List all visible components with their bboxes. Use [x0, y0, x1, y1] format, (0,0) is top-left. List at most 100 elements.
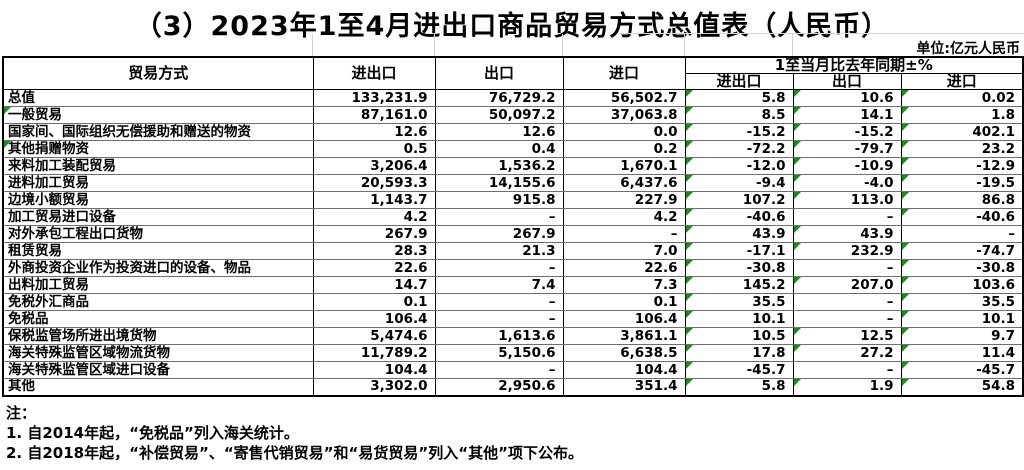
table-row: 加工贸易进口设备 4.2–4.2 -40.6– -40.6: [2, 208, 1024, 226]
flag-triangle-icon: [902, 260, 909, 267]
flag-triangle-icon: [794, 175, 801, 182]
footnote-item: 2. 自2018年起，“补偿贸易”、“寄售代销贸易”和“易货贸易”列入“其他”项…: [6, 444, 583, 462]
table-row: 海关特殊监管区域进口设备 104.4–104.4 -45.7– -45.7: [2, 361, 1024, 379]
col-header-yoy-export: 出口: [792, 73, 902, 90]
trade-mode-cell: 免税外汇商品: [2, 293, 314, 311]
trade-mode-cell: 海关特殊监管区域物流货物: [2, 344, 314, 362]
value-cell: 104.4: [562, 361, 686, 379]
value-cell: 35.5: [684, 293, 794, 311]
value-cell: 22.6: [312, 259, 436, 277]
value-cell: 1.9: [792, 378, 902, 396]
table-row: 其他捐赠物资 0.5 0.4 0.2 -72.2 -79.7 23.2: [2, 140, 1024, 158]
flag-triangle-icon: [686, 362, 693, 369]
flag-triangle-icon: [902, 294, 909, 301]
col-header-trade-mode: 贸易方式: [2, 56, 314, 90]
flag-triangle-icon: [686, 328, 693, 335]
value-cell: –: [792, 208, 902, 226]
value-cell: 133,231.9: [312, 89, 436, 107]
value-cell: –: [792, 293, 902, 311]
value-cell: 86.8: [900, 191, 1024, 209]
value-cell: -72.2: [684, 140, 794, 158]
trade-mode-cell: 一般贸易: [2, 106, 314, 124]
value-cell: 35.5: [900, 293, 1024, 311]
value-cell: 1.8: [900, 106, 1024, 124]
flag-triangle-icon: [902, 345, 909, 352]
flag-triangle-icon: [686, 175, 693, 182]
value-cell: 3,206.4: [312, 157, 436, 175]
table-row: 边境小额贸易 1,143.7 915.8 227.9 107.2 113.0 86.8: [2, 191, 1024, 209]
flag-triangle-icon: [902, 379, 909, 386]
faint-gridline: [312, 34, 313, 56]
table-row: 免税外汇商品 0.1–0.1 35.5–35.5: [2, 293, 1024, 311]
flag-triangle-icon: [902, 362, 909, 369]
table-row: 总值 133,231.9 76,729.2 56,502.7 5.8 10.6 0.02: [2, 89, 1024, 107]
value-cell: –: [792, 310, 902, 328]
trade-mode-cell: 租赁贸易: [2, 242, 314, 260]
value-cell: 56,502.7: [562, 89, 686, 107]
value-cell: 0.5: [312, 140, 436, 158]
value-cell: -17.1: [684, 242, 794, 260]
value-cell: 21.3: [434, 242, 564, 260]
value-cell: -45.7: [900, 361, 1024, 379]
flag-triangle-icon: [4, 107, 11, 114]
value-cell: –: [434, 293, 564, 311]
value-cell: 27.2: [792, 344, 902, 362]
flag-triangle-icon: [686, 379, 693, 386]
trade-mode-cell: 出料加工贸易: [2, 276, 314, 294]
value-cell: –: [792, 259, 902, 277]
value-cell: 0.2: [562, 140, 686, 158]
value-cell: –: [900, 225, 1024, 243]
value-cell: 12.6: [434, 123, 564, 141]
value-cell: 103.6: [900, 276, 1024, 294]
flag-triangle-icon: [794, 107, 801, 114]
flag-triangle-icon: [794, 345, 801, 352]
value-cell: 6,437.6: [562, 174, 686, 192]
value-cell: 267.9: [312, 225, 436, 243]
value-cell: -19.5: [900, 174, 1024, 192]
table-row: 租赁贸易 28.3 21.3 7.0 -17.1 232.9 -74.7: [2, 242, 1024, 260]
value-cell: 5,474.6: [312, 327, 436, 345]
value-cell: 12.5: [792, 327, 902, 345]
flag-triangle-icon: [686, 90, 693, 97]
flag-triangle-icon: [686, 243, 693, 250]
value-cell: 1,613.6: [434, 327, 564, 345]
value-cell: -12.0: [684, 157, 794, 175]
value-cell: 7.0: [562, 242, 686, 260]
trade-mode-cell: 边境小额贸易: [2, 191, 314, 209]
flag-triangle-icon: [902, 175, 909, 182]
value-cell: 10.6: [792, 89, 902, 107]
table-body: 总值 133,231.9 76,729.2 56,502.7 5.8 10.6 0.02 一般…: [2, 89, 1024, 396]
flag-triangle-icon: [686, 192, 693, 199]
col-header-im-ex: 进出口: [312, 56, 436, 90]
value-cell: 22.6: [562, 259, 686, 277]
value-cell: 37,063.8: [562, 106, 686, 124]
flag-triangle-icon: [902, 328, 909, 335]
value-cell: 107.2: [684, 191, 794, 209]
table-row: 外商投资企业作为投资进口的设备、物品 22.6–22.6 -30.8– -30.8: [2, 259, 1024, 277]
value-cell: -40.6: [900, 208, 1024, 226]
flag-triangle-icon: [686, 311, 693, 318]
value-cell: 43.9: [792, 225, 902, 243]
value-cell: -40.6: [684, 208, 794, 226]
value-cell: 113.0: [792, 191, 902, 209]
trade-mode-cell: 进料加工贸易: [2, 174, 314, 192]
trade-mode-cell: 国家间、国际组织无偿援助和赠送的物资: [2, 123, 314, 141]
flag-triangle-icon: [794, 141, 801, 148]
value-cell: 20,593.3: [312, 174, 436, 192]
value-cell: 8.5: [684, 106, 794, 124]
flag-triangle-icon: [902, 192, 909, 199]
trade-mode-table: 贸易方式 进出口 出口 进口 1至当月比去年同期±% 进出口 出口 进口 总值 1…: [2, 56, 1024, 397]
value-cell: 11.4: [900, 344, 1024, 362]
col-header-yoy-import: 进口: [900, 73, 1024, 90]
table-row: 进料加工贸易 20,593.3 14,155.6 6,437.6 -9.4 -4.0 -19…: [2, 174, 1024, 192]
trade-mode-cell: 海关特殊监管区域进口设备: [2, 361, 314, 379]
faint-gridline: [618, 33, 1024, 34]
value-cell: 7.4: [434, 276, 564, 294]
flag-triangle-icon: [686, 107, 693, 114]
value-cell: 351.4: [562, 378, 686, 396]
value-cell: -15.2: [684, 123, 794, 141]
value-cell: -10.9: [792, 157, 902, 175]
value-cell: 106.4: [312, 310, 436, 328]
table-row: 免税品 106.4–106.4 10.1–10.1: [2, 310, 1024, 328]
value-cell: 2,950.6: [434, 378, 564, 396]
